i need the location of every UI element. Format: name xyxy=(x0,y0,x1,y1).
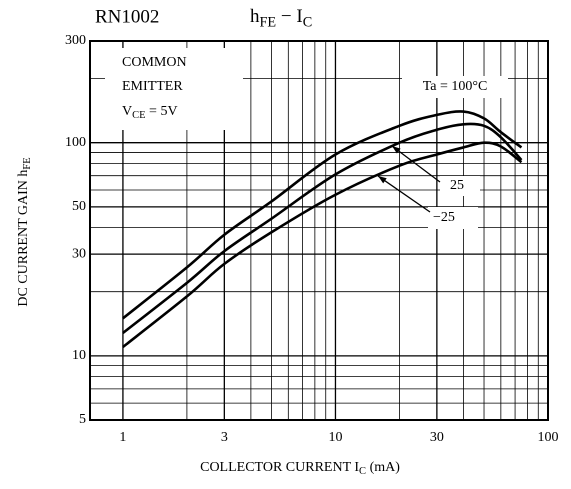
text-part: − I xyxy=(276,6,303,27)
line-series xyxy=(122,110,523,320)
y-axis-label: DC CURRENT GAIN hFE xyxy=(16,157,33,306)
condition: VCE = 5V xyxy=(122,104,178,121)
y-tick-label: 30 xyxy=(72,246,86,261)
line-series xyxy=(122,141,523,349)
text-part: FE xyxy=(23,157,34,169)
arrow-head xyxy=(392,146,401,154)
series-label: Ta = 100°C xyxy=(423,79,488,94)
pointer xyxy=(391,145,441,183)
x-tick-label: 3 xyxy=(221,430,228,445)
y-tick-label: 10 xyxy=(72,348,86,363)
arrow-head xyxy=(378,176,387,184)
label-box xyxy=(428,207,478,229)
text-part: C xyxy=(359,467,366,478)
x-tick-label: 1 xyxy=(119,430,126,445)
text-part: h xyxy=(250,6,260,27)
text-part: V xyxy=(122,104,132,119)
x-tick-label: 100 xyxy=(538,430,559,445)
text-part: (mA) xyxy=(366,460,400,475)
plot-frame xyxy=(89,40,549,421)
y-tick-label: 50 xyxy=(72,199,86,214)
y-tick-label: 100 xyxy=(65,135,86,150)
y-tick-label: 300 xyxy=(65,33,86,48)
chart-title: RN1002 xyxy=(95,6,159,27)
series-label: 25 xyxy=(450,178,464,193)
note: COMMON xyxy=(122,55,187,70)
chart-subtitle: hFE − IC xyxy=(250,6,312,31)
text-part: C xyxy=(303,15,313,31)
text-part: COLLECTOR CURRENT I xyxy=(200,460,359,475)
note-box xyxy=(105,48,243,130)
x-axis-label: COLLECTOR CURRENT IC (mA) xyxy=(200,460,400,477)
pointer xyxy=(377,175,431,213)
label-box xyxy=(440,176,480,196)
text-part: = 5V xyxy=(146,104,178,119)
y-tick-label: 5 xyxy=(79,412,86,427)
text-part: CE xyxy=(132,111,145,122)
line-series xyxy=(122,122,523,335)
series-label: −25 xyxy=(433,210,455,225)
text-part: FE xyxy=(260,15,277,31)
label-box xyxy=(402,76,508,98)
x-tick-label: 10 xyxy=(328,430,342,445)
text-part: DC CURRENT GAIN h xyxy=(16,170,31,307)
note: EMITTER xyxy=(122,79,183,94)
x-tick-label: 30 xyxy=(430,430,444,445)
